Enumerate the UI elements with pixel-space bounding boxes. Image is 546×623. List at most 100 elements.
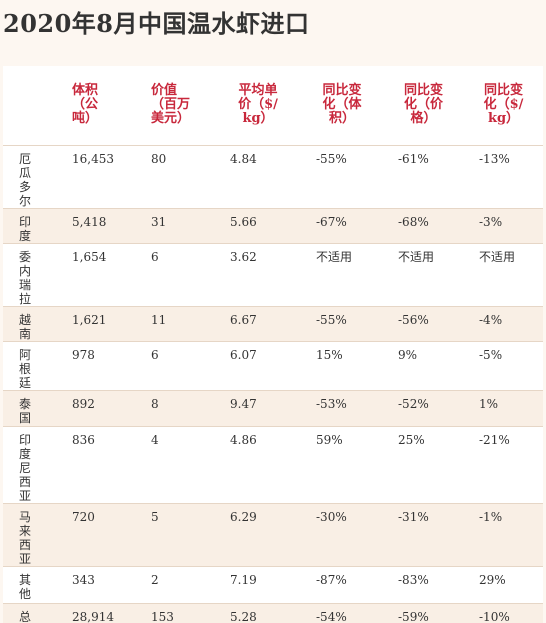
header-cell-yoy-price: 同比变化（$/kg） — [464, 66, 543, 146]
header-row: 体积（公吨） 价值（百万美元） 平均单价（$/kg） 同比变化（体积） 同比变化… — [3, 66, 543, 146]
cell-value: 6 — [136, 341, 215, 391]
cell-yoy-volume: 15% — [301, 341, 383, 391]
cell-volume: 836 — [57, 426, 136, 504]
cell-yoy-volume: -67% — [301, 208, 383, 244]
cell-yoy-value: -61% — [383, 145, 464, 209]
header-cell-yoy-value: 同比变化（价格） — [383, 66, 464, 146]
cell-unit-price: 6.07 — [215, 341, 301, 391]
cell-unit-price: 6.67 — [215, 306, 301, 342]
cell-volume: 5,418 — [57, 208, 136, 244]
country-label: 总 — [19, 610, 32, 623]
cell-volume: 343 — [57, 566, 136, 604]
table-row: 泰国 892 8 9.47 -53% -52% 1% — [3, 390, 543, 427]
cell-yoy-volume: 59% — [301, 426, 383, 504]
cell-yoy-value: -56% — [383, 306, 464, 342]
cell-volume: 720 — [57, 503, 136, 567]
cell-yoy-price: -21% — [464, 426, 543, 504]
cell-volume: 16,453 — [57, 145, 136, 209]
cell-country: 越南 — [3, 306, 57, 342]
cell-value: 11 — [136, 306, 215, 342]
cell-yoy-volume: -30% — [301, 503, 383, 567]
page-title: 2020年8月中国温水虾进口 — [3, 9, 310, 38]
cell-country: 阿根廷 — [3, 341, 57, 391]
cell-volume: 1,654 — [57, 243, 136, 307]
table-row: 阿根廷 978 6 6.07 15% 9% -5% — [3, 341, 543, 391]
cell-country: 印度 — [3, 208, 57, 244]
cell-value: 8 — [136, 390, 215, 427]
cell-yoy-volume: -55% — [301, 145, 383, 209]
cell-value: 4 — [136, 426, 215, 504]
cell-value: 31 — [136, 208, 215, 244]
country-label: 泰国 — [19, 397, 32, 425]
cell-unit-price: 9.47 — [215, 390, 301, 427]
cell-value: 6 — [136, 243, 215, 307]
cell-country: 马来西亚 — [3, 503, 57, 567]
cell-country: 印度尼西亚 — [3, 426, 57, 504]
cell-country: 委内瑞拉 — [3, 243, 57, 307]
table-row: 马来西亚 720 5 6.29 -30% -31% -1% — [3, 503, 543, 567]
cell-volume: 1,621 — [57, 306, 136, 342]
import-table: 体积（公吨） 价值（百万美元） 平均单价（$/kg） 同比变化（体积） 同比变化… — [3, 66, 543, 623]
cell-unit-price: 4.84 — [215, 145, 301, 209]
cell-value: 80 — [136, 145, 215, 209]
cell-volume: 978 — [57, 341, 136, 391]
header-cell-unit-price: 平均单价（$/kg） — [215, 66, 301, 146]
table-row: 越南 1,621 11 6.67 -55% -56% -4% — [3, 306, 543, 342]
cell-unit-price: 5.28 — [215, 603, 301, 623]
table-row: 委内瑞拉 1,654 6 3.62 不适用 不适用 不适用 — [3, 243, 543, 307]
cell-unit-price: 4.86 — [215, 426, 301, 504]
country-label: 阿根廷 — [19, 348, 32, 390]
cell-volume: 892 — [57, 390, 136, 427]
header-cell-volume: 体积（公吨） — [57, 66, 136, 146]
country-label: 其他 — [19, 573, 32, 601]
cell-country: 其他 — [3, 566, 57, 604]
cell-yoy-price: -5% — [464, 341, 543, 391]
cell-unit-price: 7.19 — [215, 566, 301, 604]
country-label: 厄瓜多尔 — [19, 152, 32, 208]
cell-value: 2 — [136, 566, 215, 604]
cell-yoy-value: -59% — [383, 603, 464, 623]
cell-unit-price: 5.66 — [215, 208, 301, 244]
cell-yoy-price: -1% — [464, 503, 543, 567]
cell-yoy-volume: -54% — [301, 603, 383, 623]
country-label: 委内瑞拉 — [19, 250, 32, 306]
cell-yoy-value: 9% — [383, 341, 464, 391]
cell-yoy-volume: -55% — [301, 306, 383, 342]
table-row: 其他 343 2 7.19 -87% -83% 29% — [3, 566, 543, 604]
country-label: 越南 — [19, 313, 32, 341]
header-cell-yoy-volume: 同比变化（体积） — [301, 66, 383, 146]
country-label: 印度 — [19, 215, 32, 243]
cell-country: 总 — [3, 603, 57, 623]
country-label: 印度尼西亚 — [19, 433, 32, 503]
cell-unit-price: 3.62 — [215, 243, 301, 307]
cell-yoy-price: -3% — [464, 208, 543, 244]
cell-yoy-price: 1% — [464, 390, 543, 427]
cell-yoy-value: 不适用 — [383, 243, 464, 307]
cell-yoy-volume: 不适用 — [301, 243, 383, 307]
header-cell-country — [3, 66, 57, 146]
table-row: 印度 5,418 31 5.66 -67% -68% -3% — [3, 208, 543, 244]
cell-yoy-value: -31% — [383, 503, 464, 567]
country-label: 马来西亚 — [19, 510, 32, 566]
table-row: 厄瓜多尔 16,453 80 4.84 -55% -61% -13% — [3, 145, 543, 209]
cell-yoy-value: -83% — [383, 566, 464, 604]
cell-country: 厄瓜多尔 — [3, 145, 57, 209]
cell-yoy-price: -10% — [464, 603, 543, 623]
cell-country: 泰国 — [3, 390, 57, 427]
import-table-card: 体积（公吨） 价值（百万美元） 平均单价（$/kg） 同比变化（体积） 同比变化… — [3, 66, 543, 623]
cell-value: 153 — [136, 603, 215, 623]
cell-yoy-price: -4% — [464, 306, 543, 342]
cell-volume: 28,914 — [57, 603, 136, 623]
cell-yoy-volume: -53% — [301, 390, 383, 427]
cell-yoy-volume: -87% — [301, 566, 383, 604]
cell-yoy-value: 25% — [383, 426, 464, 504]
table-row: 总 28,914 153 5.28 -54% -59% -10% — [3, 603, 543, 623]
cell-yoy-price: 不适用 — [464, 243, 543, 307]
cell-unit-price: 6.29 — [215, 503, 301, 567]
table-row: 印度尼西亚 836 4 4.86 59% 25% -21% — [3, 426, 543, 504]
cell-yoy-value: -68% — [383, 208, 464, 244]
cell-yoy-price: -13% — [464, 145, 543, 209]
cell-value: 5 — [136, 503, 215, 567]
cell-yoy-price: 29% — [464, 566, 543, 604]
header-cell-value: 价值（百万美元） — [136, 66, 215, 146]
